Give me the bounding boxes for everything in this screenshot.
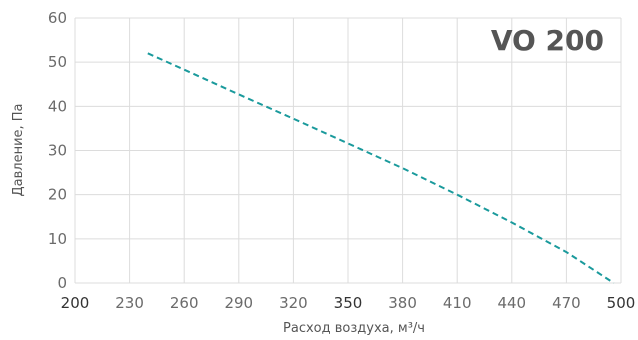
y-tick-label: 60 <box>48 9 67 27</box>
plot-area <box>147 52 615 284</box>
y-tick-label: 30 <box>48 142 67 160</box>
x-tick-label: 350 <box>334 294 363 312</box>
x-axis-ticks: 200 230 260 290 320 350 380 410 440 470 500 <box>61 294 636 312</box>
y-tick-label: 0 <box>57 274 67 292</box>
x-tick-label: 380 <box>388 294 417 312</box>
y-tick-label: 10 <box>48 230 67 248</box>
x-tick-label: 500 <box>607 294 636 312</box>
x-tick-label: 260 <box>170 294 199 312</box>
x-tick-label: 320 <box>279 294 308 312</box>
y-axis-title: Давление, Па <box>11 103 26 196</box>
grid <box>74 17 622 284</box>
x-tick-label: 290 <box>224 294 253 312</box>
x-tick-label: 470 <box>552 294 581 312</box>
x-tick-label: 410 <box>443 294 472 312</box>
x-tick-label: 440 <box>497 294 526 312</box>
y-tick-label: 50 <box>48 53 67 71</box>
chart-title: VO 200 <box>491 24 604 57</box>
y-axis-ticks: 0 10 20 30 40 50 60 <box>48 9 67 292</box>
x-axis-title: Расход воздуха, м³/ч <box>283 321 425 336</box>
series-line <box>147 52 615 284</box>
y-tick-label: 20 <box>48 186 67 204</box>
x-tick-label: 230 <box>115 294 144 312</box>
y-tick-label: 40 <box>48 97 67 115</box>
x-tick-label: 200 <box>61 294 90 312</box>
